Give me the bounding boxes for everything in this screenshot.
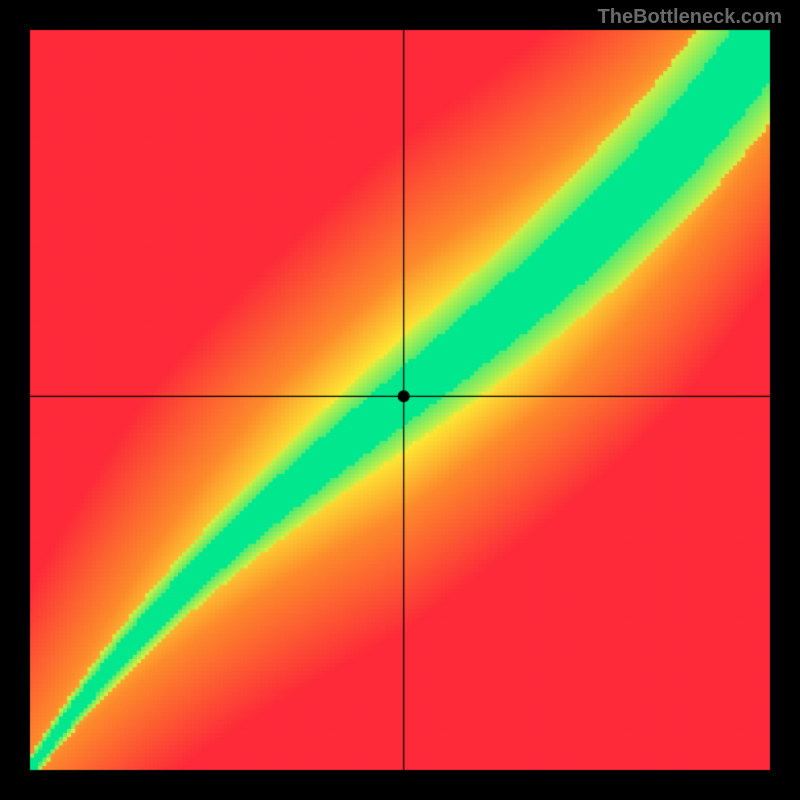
chart-container: TheBottleneck.com [0,0,800,800]
heatmap-canvas [0,0,800,800]
watermark-text: TheBottleneck.com [598,6,782,29]
